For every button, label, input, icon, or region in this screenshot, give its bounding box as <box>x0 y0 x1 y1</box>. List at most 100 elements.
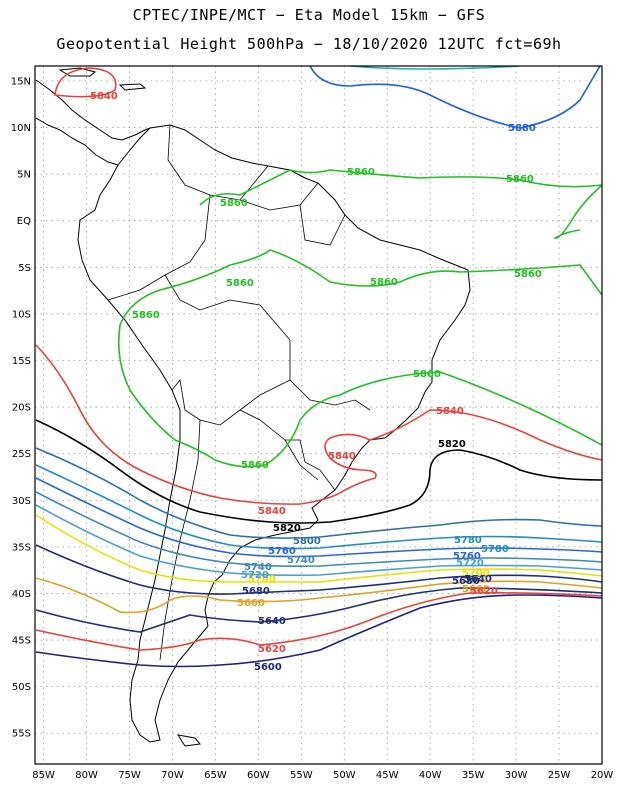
map-title-line-1: CPTEC/INPE/MCT − Eta Model 15km − GFS <box>132 6 486 24</box>
longitude-label: 85W <box>32 770 55 781</box>
contour-5860-south <box>117 324 602 468</box>
contour-label: 5820 <box>273 523 301 534</box>
latitude-label: EQ <box>17 216 31 227</box>
latitude-label: 15S <box>12 356 31 367</box>
contour-5720 <box>35 504 602 577</box>
latitude-axis-labels: 15N 10N 5N EQ 5S 10S 15S 20S 25S 30S 35S 40S 45S 50S 5… <box>11 76 31 739</box>
latitude-label: 30S <box>12 496 31 507</box>
latitude-label: 50S <box>12 682 31 693</box>
contour-5760 <box>35 477 602 558</box>
longitude-label: 80W <box>75 770 98 781</box>
contour-label: 5860 <box>370 277 398 288</box>
longitude-label: 60W <box>247 770 270 781</box>
central-america-coastline <box>35 79 151 141</box>
contour-5900 <box>349 66 521 70</box>
tierra-del-fuego <box>176 734 201 747</box>
contour-label: 5620 <box>258 644 286 655</box>
central-america-south-coast <box>35 117 119 166</box>
contour-label: 5600 <box>254 662 282 673</box>
caribbean-islands <box>58 67 147 91</box>
contour-label: 5720 <box>241 570 269 581</box>
contour-5860-north <box>199 169 602 206</box>
longitude-label: 20W <box>591 770 614 781</box>
contour-label: 5780 <box>481 544 509 555</box>
contour-5600 <box>35 594 602 668</box>
latitude-label: 5S <box>18 263 31 274</box>
longitude-label: 50W <box>333 770 356 781</box>
latitude-label: 25S <box>12 449 31 460</box>
contour-5780 <box>35 464 602 550</box>
longitude-label: 65W <box>204 770 227 781</box>
latitude-label: 40S <box>12 589 31 600</box>
contour-5640 <box>35 587 602 633</box>
contour-label: 5860 <box>506 174 534 185</box>
contour-label: 5860 <box>132 310 160 321</box>
longitude-label: 25W <box>548 770 571 781</box>
longitude-axis-labels: 85W 80W 75W 70W 65W 60W 55W 50W 45W 40W 35W 30W 25W 2… <box>32 770 613 781</box>
contour-label: 5680 <box>452 576 480 587</box>
contour-label: 5640 <box>464 574 492 585</box>
contour-label: 5760 <box>453 551 481 562</box>
contour-label: 5800 <box>293 536 321 547</box>
contour-label: 5840 <box>258 506 286 517</box>
contour-label: 5760 <box>268 546 296 557</box>
longitude-label: 35W <box>462 770 485 781</box>
longitude-label: 40W <box>419 770 442 781</box>
contour-5840-east <box>324 409 602 491</box>
south-america-coastline <box>77 124 471 743</box>
contour-5700 <box>35 514 602 583</box>
latitude-label: 10S <box>12 309 31 320</box>
contour-5680 <box>35 544 602 595</box>
latitude-label: 10N <box>11 123 31 134</box>
contour-5840-caribbean <box>54 67 117 98</box>
contour-5620 <box>35 592 602 651</box>
contour-label: 5820 <box>438 439 466 450</box>
contour-label: 5840 <box>328 451 356 462</box>
contour-label: 5660 <box>237 598 265 609</box>
longitude-label: 45W <box>376 770 399 781</box>
contour-label: 5860 <box>413 369 441 380</box>
contour-5800 <box>35 447 602 539</box>
contour-5860-east <box>553 184 602 239</box>
contour-label: 5740 <box>244 562 272 573</box>
latitude-label: 45S <box>12 636 31 647</box>
contour-label: 5840 <box>436 406 464 417</box>
longitude-label: 75W <box>118 770 141 781</box>
contour-5840-south <box>35 344 346 505</box>
contour-label: 5860 <box>241 460 269 471</box>
latitude-label: 35S <box>12 542 31 553</box>
latitude-label: 5N <box>17 170 31 181</box>
lat-lon-grid <box>35 66 603 764</box>
contour-label: 5700 <box>462 568 490 579</box>
contour-label: 5780 <box>454 535 482 546</box>
contour-label: 5640 <box>258 616 286 627</box>
map-frame <box>34 65 603 765</box>
longitude-label: 30W <box>505 770 528 781</box>
map-title-line-2: Geopotential Height 500hPa − 18/10/2020 … <box>56 35 562 53</box>
contour-label: 5720 <box>456 558 484 569</box>
contour-label: 5840 <box>90 91 118 102</box>
height-contours <box>35 66 602 668</box>
contour-label: 5880 <box>508 123 536 134</box>
contour-label: 5860 <box>347 167 375 178</box>
longitude-label: 70W <box>161 770 184 781</box>
contour-label: 5860 <box>220 198 248 209</box>
contour-5880 <box>309 66 601 129</box>
contour-5740 <box>35 491 602 567</box>
contour-5660 <box>35 577 602 614</box>
continent-outlines <box>35 67 471 747</box>
contour-label: 5680 <box>242 586 270 597</box>
contour-5860-central <box>119 249 602 326</box>
contour-label: 5860 <box>226 278 254 289</box>
contour-label: 5740 <box>287 555 315 566</box>
latitude-label: 55S <box>12 729 31 740</box>
latitude-label: 15N <box>11 76 31 87</box>
contour-label: 5620 <box>470 586 498 597</box>
contour-5820 <box>35 419 602 524</box>
country-borders <box>107 124 371 661</box>
contour-label: 5700 <box>248 574 276 585</box>
longitude-label: 55W <box>290 770 313 781</box>
contour-labels: 5840 5880 5860 5860 5860 5860 5860 5860 … <box>90 91 542 673</box>
contour-label: 5860 <box>514 269 542 280</box>
